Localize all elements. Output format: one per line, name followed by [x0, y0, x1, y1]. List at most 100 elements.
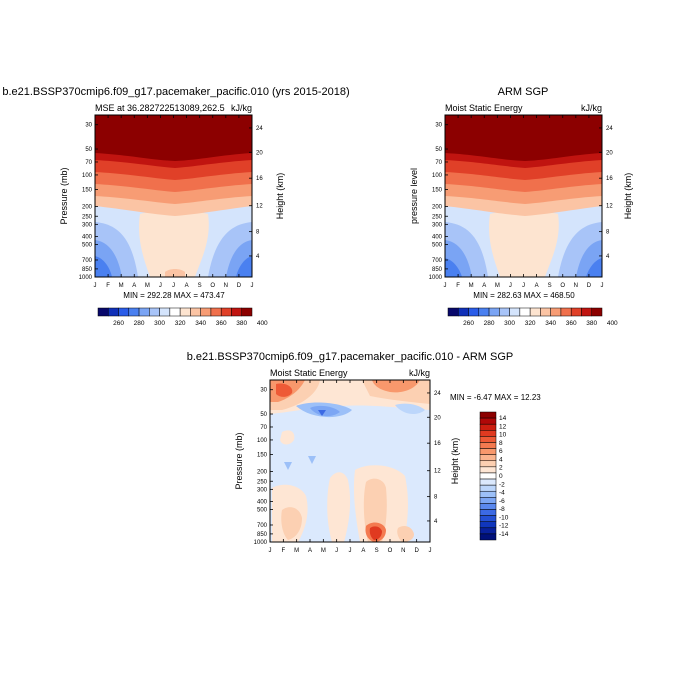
x-tick-label: A	[308, 548, 312, 554]
colorbar-swatch	[108, 307, 119, 317]
contour-band	[318, 410, 326, 416]
y-right-tick-label: 8	[434, 495, 438, 501]
colorbar-swatch	[190, 307, 201, 317]
contour-band	[445, 115, 602, 161]
colorbar-label: 0	[499, 473, 503, 480]
y-tick-label: 700	[257, 523, 268, 529]
x-tick-label: J	[94, 283, 97, 289]
y-tick-label: 100	[257, 438, 268, 444]
colorbar-swatch	[560, 307, 572, 317]
colorbar-swatch	[479, 436, 497, 443]
y-tick-label: 1000	[79, 275, 93, 281]
colorbar-swatch	[468, 307, 480, 317]
colorbar-swatch	[479, 466, 497, 474]
x-tick-label: N	[224, 283, 228, 289]
panel-observed: ARM SGP Moist Static Energy kJ/kg pressu…	[409, 86, 633, 300]
colorbar-label: 2	[499, 465, 503, 472]
x-tick-label: D	[414, 548, 419, 554]
panel-subtitle-right: kJ/kg	[409, 368, 430, 378]
colorbar-swatch	[128, 307, 140, 317]
colorbar-swatch	[479, 423, 497, 431]
x-tick-label: M	[321, 548, 326, 554]
y-axis-label: pressure level	[409, 168, 419, 224]
contour-band	[445, 258, 462, 277]
contour-band	[445, 184, 602, 204]
colorbar-label: -8	[499, 506, 505, 513]
colorbar-swatch	[479, 417, 497, 425]
colorbar-label: 8	[499, 440, 503, 447]
x-tick-label: J	[509, 283, 512, 289]
y-tick-label: 50	[435, 147, 442, 153]
y-tick-label: 100	[82, 173, 93, 179]
colorbar-swatch	[479, 411, 497, 419]
y-tick-label: 300	[432, 222, 443, 228]
y-right-tick-label: 16	[256, 176, 263, 182]
y-tick-label: 850	[82, 267, 93, 273]
colorbar-swatch	[220, 307, 232, 317]
colorbar-swatch	[210, 307, 222, 317]
stats-label: MIN = 282.63 MAX = 468.50	[473, 291, 575, 300]
contour-band	[165, 269, 185, 277]
y-tick-label: 30	[85, 123, 92, 129]
panel-title: b.e21.BSSP370cmip6.f09_g17.pacemaker_pac…	[2, 86, 349, 98]
y-right-tick-label: 8	[256, 230, 260, 236]
panel-subtitle-right: kJ/kg	[231, 103, 252, 113]
colorbar-swatch	[200, 307, 212, 317]
colorbar-swatch	[479, 478, 497, 486]
contour-band	[139, 211, 209, 277]
colorbar-swatch	[159, 307, 171, 317]
colorbar-swatch	[179, 307, 191, 317]
x-tick-label: M	[145, 283, 150, 289]
colorbar-label: -10	[499, 514, 509, 521]
x-tick-label: S	[375, 548, 379, 554]
x-tick-label: J	[172, 283, 175, 289]
y-right-tick-label: 24	[256, 126, 263, 132]
contour-band	[95, 196, 252, 216]
x-tick-label: F	[281, 548, 285, 554]
colorbar-swatch	[479, 490, 497, 498]
y-tick-label: 850	[257, 532, 268, 538]
y-tick-label: 150	[82, 188, 93, 194]
y-tick-label: 70	[260, 425, 267, 431]
y-tick-label: 700	[82, 258, 93, 264]
contour-band	[95, 172, 252, 192]
y-tick-label: 400	[432, 235, 443, 241]
colorbar-swatch	[479, 521, 497, 529]
y-tick-label: 200	[432, 205, 443, 211]
contour-band	[445, 196, 602, 216]
y-right-tick-label: 4	[434, 519, 438, 525]
y-tick-label: 400	[257, 500, 268, 506]
y-right-tick-label: 12	[434, 469, 441, 475]
panel-subtitle-right: kJ/kg	[581, 103, 602, 113]
contour-band	[308, 456, 316, 464]
colorbar-label: 380	[236, 320, 247, 327]
panel-title: ARM SGP	[498, 86, 549, 98]
y-tick-label: 50	[85, 147, 92, 153]
y-right-tick-label: 16	[434, 441, 441, 447]
x-tick-label: O	[560, 283, 565, 289]
y-right-tick-label: 4	[606, 254, 610, 260]
x-tick-label: J	[335, 548, 338, 554]
colorbar-label: 300	[154, 320, 165, 327]
colorbar-label: 14	[499, 415, 507, 422]
y-tick-label: 400	[82, 235, 93, 241]
y-right-tick-label: 20	[434, 415, 441, 421]
y-right-tick-label: 24	[606, 126, 613, 132]
x-tick-label: M	[294, 548, 299, 554]
contour-band	[95, 256, 112, 277]
colorbar-swatch	[581, 307, 592, 317]
colorbar-label: -6	[499, 498, 505, 505]
x-tick-label: J	[601, 283, 604, 289]
contour-band	[586, 258, 602, 277]
stats-label: MIN = 292.28 MAX = 473.47	[123, 291, 225, 300]
contour-field	[445, 115, 602, 277]
colorbar-swatch	[447, 307, 459, 317]
x-tick-label: S	[198, 283, 202, 289]
y-right-axis-label: Height (km)	[275, 173, 285, 220]
panel-subtitle-left: MSE at 36.282722513089,262.5	[95, 103, 225, 113]
colorbar-swatch	[479, 509, 497, 516]
x-tick-label: J	[159, 283, 162, 289]
x-tick-label: F	[456, 283, 460, 289]
contour-band	[397, 526, 414, 542]
contour-band	[372, 380, 420, 393]
